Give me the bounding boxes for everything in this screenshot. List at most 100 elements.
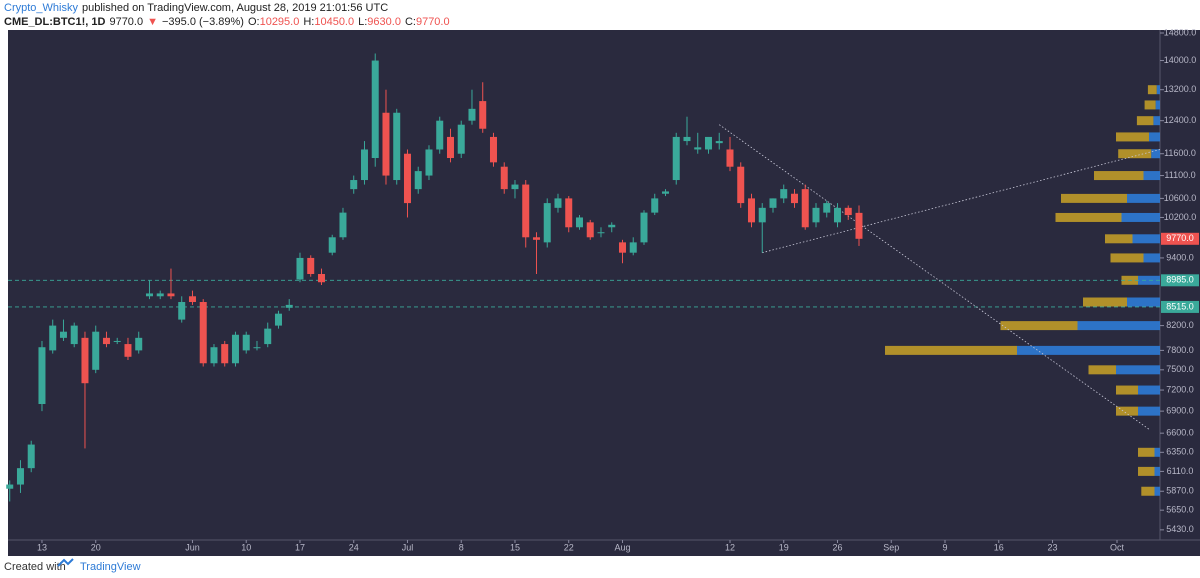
x-tick-label: 19	[779, 542, 789, 552]
candle-body	[124, 344, 132, 357]
y-tick-label: 14800.0	[1164, 27, 1197, 37]
vp-up	[1154, 486, 1160, 496]
vp-down	[885, 345, 1017, 355]
vp-down	[1138, 447, 1155, 457]
x-tick-label: Sep	[883, 542, 899, 552]
vp-up	[1116, 365, 1160, 375]
candle-body	[661, 191, 669, 194]
vp-down	[1083, 297, 1127, 307]
header-text: 10450.0	[314, 16, 354, 28]
y-tick-label: 11600.0	[1164, 148, 1196, 158]
vp-down	[1116, 385, 1138, 395]
candle-body	[479, 101, 487, 129]
candle-body	[468, 108, 476, 121]
candle-body	[285, 304, 293, 308]
candle-body	[758, 207, 766, 223]
vp-down	[1088, 365, 1116, 375]
level-tag	[1161, 300, 1199, 313]
vp-up	[1017, 345, 1160, 355]
vp-down	[1118, 149, 1152, 159]
candle-body	[307, 257, 315, 275]
candle-body	[403, 153, 411, 204]
published: published on TradingView.com, August 28,…	[82, 2, 388, 14]
vp-up	[1149, 132, 1160, 142]
y-tick-label: 6350.0	[1166, 447, 1194, 457]
vp-up	[1127, 297, 1160, 307]
vp-up	[1127, 193, 1160, 203]
candle-body	[672, 136, 680, 181]
tv-logo	[57, 558, 74, 567]
author[interactable]: Crypto_Whisky	[4, 2, 78, 14]
vp-down	[1147, 85, 1157, 95]
level-tag	[1161, 232, 1199, 245]
candle-body	[522, 184, 530, 238]
y-tick-label: 10200.0	[1164, 212, 1197, 222]
candle-body	[737, 166, 745, 204]
x-tick-label: 13	[37, 542, 47, 552]
vp-down	[1110, 253, 1144, 263]
candle-body	[38, 347, 46, 405]
candle-body	[823, 203, 831, 213]
candle-body	[414, 171, 422, 190]
y-tick-label: 12400.0	[1164, 115, 1197, 125]
plot-bg	[8, 30, 1200, 556]
candle-body	[812, 207, 820, 223]
candle-body	[489, 136, 497, 163]
vp-up	[1156, 85, 1160, 95]
vp-down	[1055, 212, 1122, 222]
candle-body	[436, 120, 444, 150]
vp-down	[1000, 321, 1078, 331]
candle-body	[296, 257, 304, 280]
y-tick-label: 10600.0	[1164, 193, 1197, 203]
header-text: L:	[358, 16, 367, 28]
header-text: 9770.0	[109, 16, 143, 28]
candle-body	[210, 347, 218, 364]
vp-down	[1144, 100, 1156, 110]
y-tick-label: 6900.0	[1166, 406, 1194, 416]
candle-body	[360, 149, 368, 181]
candle-body	[371, 60, 379, 159]
candle-body	[145, 293, 153, 297]
symbol-line: CME_DL:BTC1!, 1D 9770.0 ▼ −395.0 (−3.89%) O:…	[4, 16, 450, 28]
y-tick-label: 6600.0	[1166, 428, 1194, 438]
level-label: 8985.0	[1166, 275, 1194, 285]
trendline	[719, 124, 1150, 430]
candle-body	[694, 147, 702, 150]
vp-down	[1116, 132, 1149, 142]
vp-up	[1151, 149, 1160, 159]
vp-down	[1138, 466, 1155, 476]
candle-body	[790, 193, 798, 204]
candle-body	[543, 203, 551, 243]
x-tick-label: 23	[1047, 542, 1057, 552]
vp-up	[1077, 321, 1160, 331]
header-text: H:	[303, 16, 314, 28]
candle-body	[70, 325, 78, 345]
vp-up	[1138, 406, 1160, 416]
candle-body	[264, 328, 272, 345]
vp-down	[1116, 406, 1138, 416]
x-tick-label: 8	[459, 542, 464, 552]
vp-down	[1061, 193, 1127, 203]
level-label: 8515.0	[1166, 301, 1194, 311]
y-tick-label: 5650.0	[1166, 505, 1194, 515]
candle-body	[317, 274, 325, 283]
candle-body	[328, 237, 336, 253]
candle-body	[532, 237, 540, 240]
header-text: O:	[248, 16, 260, 28]
header-text: ▼	[147, 16, 158, 28]
vp-up	[1121, 212, 1160, 222]
candle-body	[178, 302, 186, 320]
candle-body	[92, 331, 100, 370]
vp-down	[1141, 486, 1155, 496]
candle-body	[49, 325, 57, 351]
candle-body	[199, 302, 207, 364]
x-tick-label: 24	[349, 542, 359, 552]
candle-body	[6, 484, 14, 489]
candle-body	[855, 212, 863, 239]
vp-up	[1154, 447, 1160, 457]
x-tick-label: 17	[295, 542, 305, 552]
candle-body	[27, 444, 35, 469]
x-tick-label: 15	[510, 542, 520, 552]
candle-body	[500, 166, 508, 190]
footer-brand[interactable]: TradingView	[80, 561, 141, 573]
